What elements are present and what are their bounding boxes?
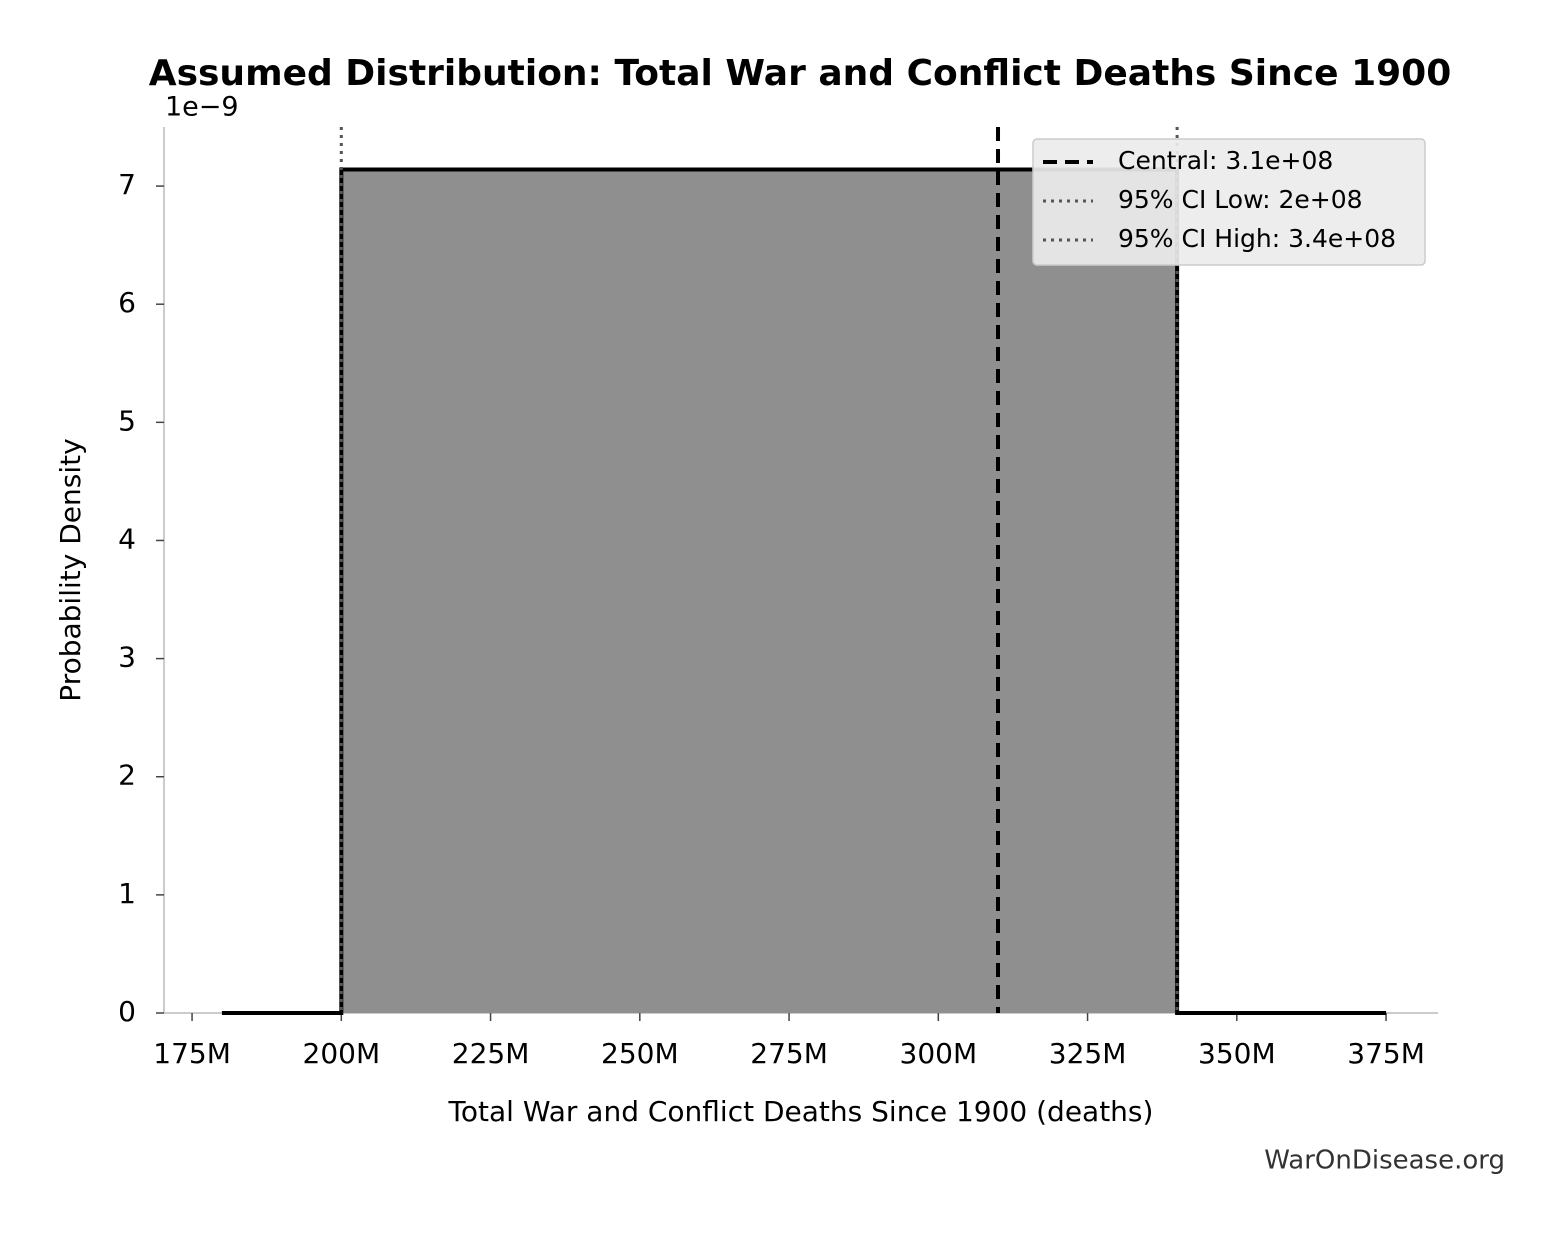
legend-label: 95% CI Low: 2e+08 [1118, 185, 1363, 214]
x-tick-label: 275M [750, 1037, 828, 1070]
legend-label: Central: 3.1e+08 [1118, 146, 1333, 175]
footer: WarOnDisease.org [1264, 1146, 1505, 1176]
area [221, 169, 1387, 1013]
y-axis-label: Probability Density [54, 438, 87, 701]
y-tick-label: 6 [118, 286, 136, 319]
x-tick-label: 250M [601, 1037, 679, 1070]
y-offset-label: 1e−9 [165, 92, 239, 123]
x-axis-label: Total War and Conflict Deaths Since 1900… [448, 1095, 1154, 1128]
x-tick-label: 225M [452, 1037, 530, 1070]
x-tick-label: 350M [1198, 1037, 1276, 1070]
legend-label: 95% CI High: 3.4e+08 [1118, 224, 1396, 253]
y-tick-label: 0 [118, 995, 136, 1028]
legend-box [1032, 138, 1426, 266]
y-tick-label: 2 [118, 759, 136, 792]
x-tick-label: 325M [1049, 1037, 1127, 1070]
y-tick-label: 3 [118, 641, 136, 674]
x-tick-label: 175M [153, 1037, 231, 1070]
line [221, 167, 1387, 1015]
chart-title: Assumed Distribution: Total War and Conf… [149, 53, 1452, 94]
y-tick-label: 4 [118, 522, 136, 555]
x-tick-label: 200M [303, 1037, 381, 1070]
y-tick-label: 1 [118, 877, 136, 910]
x-tick-label: 375M [1347, 1037, 1425, 1070]
y-tick-label: 5 [118, 404, 136, 437]
legend: Central: 3.1e+08 95% CI Low: 2e+08 95% CI … [1032, 138, 1426, 266]
y-tick-label: 7 [118, 168, 136, 201]
x-tick-label: 300M [900, 1037, 978, 1070]
